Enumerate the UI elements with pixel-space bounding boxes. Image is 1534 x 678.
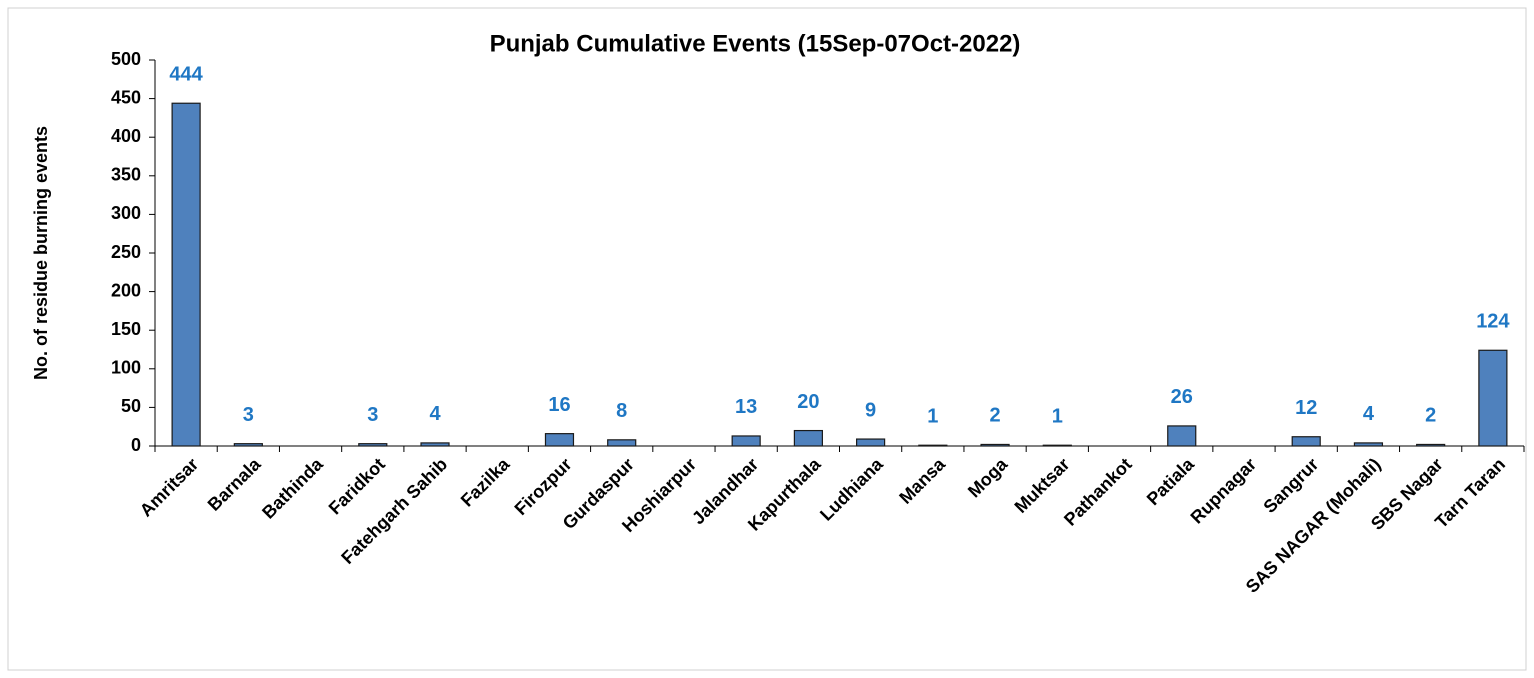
bar (1478, 349, 1508, 447)
data-label: 12 (1295, 397, 1317, 419)
data-label: 1 (1052, 406, 1063, 428)
data-label: 1 (927, 406, 938, 428)
data-label: 9 (865, 399, 876, 421)
bar (607, 439, 637, 447)
y-tick-label: 250 (111, 242, 141, 262)
bar (1353, 442, 1384, 447)
data-label: 13 (735, 396, 757, 418)
x-tick-label: Moga (964, 453, 1012, 501)
data-label: 3 (367, 404, 378, 426)
data-label: 124 (1476, 311, 1510, 333)
x-tick-label: Patiala (1143, 453, 1199, 509)
x-tick-label: Pathankot (1060, 454, 1136, 530)
x-tick-label: Fatehgarh Sahib (337, 454, 451, 568)
data-label: 16 (548, 394, 570, 416)
bar (420, 442, 450, 447)
x-tick-label: Bathinda (258, 453, 327, 522)
x-tick-label: Barnala (204, 453, 266, 515)
data-label: 3 (243, 404, 254, 426)
frame (7, 7, 1527, 671)
x-tick-label: Muktsar (1011, 454, 1074, 517)
y-tick-label: 150 (111, 319, 141, 339)
y-axis-label: No. of residue burning events (31, 126, 51, 380)
x-tick-label: Ludhiana (816, 453, 887, 524)
bar (980, 443, 1010, 447)
bar (793, 429, 823, 447)
bar (1042, 444, 1072, 447)
y-tick-label: 300 (111, 203, 141, 223)
data-label: 8 (616, 400, 627, 422)
x-tick-label: Firozpur (511, 454, 576, 519)
data-label: 2 (990, 405, 1001, 427)
data-label: 26 (1171, 386, 1193, 408)
bar (1416, 443, 1446, 447)
bar (731, 435, 761, 447)
y-tick-label: 400 (111, 126, 141, 146)
x-tick-label: Fazilka (457, 453, 514, 510)
y-tick-label: 100 (111, 358, 141, 378)
bar (1291, 436, 1321, 447)
bar (544, 433, 575, 447)
y-tick-label: 450 (111, 87, 141, 107)
x-tick-label: Mansa (895, 453, 949, 507)
data-label: 20 (797, 391, 819, 413)
bar (171, 102, 201, 447)
y-tick-label: 500 (111, 49, 141, 69)
data-label: 4 (1363, 403, 1375, 425)
bar (233, 443, 263, 447)
bar (1167, 425, 1197, 447)
y-tick-label: 200 (111, 280, 141, 300)
x-tick-label: Faridkot (325, 454, 389, 518)
chart-title: Punjab Cumulative Events (15Sep-07Oct-20… (490, 30, 1021, 57)
x-tick-label: Amritsar (136, 454, 202, 520)
y-tick-label: 50 (121, 396, 141, 416)
y-tick-label: 350 (111, 165, 141, 185)
y-tick-label: 0 (131, 435, 141, 455)
x-tick-label: Rupnagar (1187, 454, 1261, 528)
bar (856, 438, 886, 447)
x-tick-label: Sangrur (1259, 454, 1322, 517)
data-label: 444 (169, 64, 203, 86)
bar (918, 444, 948, 447)
data-label: 2 (1425, 405, 1436, 427)
bar (358, 443, 388, 447)
data-label: 4 (429, 403, 441, 425)
